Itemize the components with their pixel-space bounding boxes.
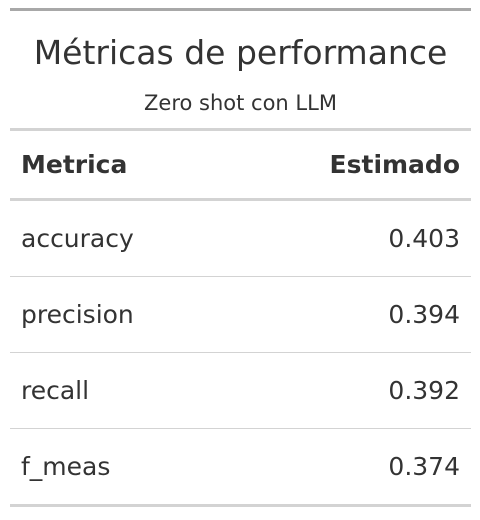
metric-name-cell: f_meas [10, 428, 227, 507]
metric-value-cell: 0.394 [226, 276, 471, 353]
table-title: Métricas de performance [33, 33, 448, 72]
top-rule [10, 8, 471, 11]
metrics-table-container: Métricas de performance Zero shot con LL… [10, 8, 471, 507]
metrics-table: Metrica Estimado accuracy 0.403 precisio… [10, 131, 471, 507]
metric-value-cell: 0.392 [226, 352, 471, 429]
column-header-estimado: Estimado [226, 131, 471, 201]
table-row: f_meas 0.374 [10, 428, 471, 507]
metric-name-cell: recall [10, 352, 227, 429]
metric-name-cell: accuracy [10, 199, 227, 277]
table-row: precision 0.394 [10, 276, 471, 353]
metric-value-cell: 0.403 [226, 199, 471, 277]
metric-name-cell: precision [10, 276, 227, 353]
table-subtitle: Zero shot con LLM [144, 91, 337, 115]
table-row: recall 0.392 [10, 352, 471, 429]
title-rule [10, 128, 471, 131]
header-row: Metrica Estimado [10, 131, 471, 201]
column-header-metrica: Metrica [10, 131, 227, 201]
table-row: accuracy 0.403 [10, 199, 471, 277]
metric-value-cell: 0.374 [226, 428, 471, 507]
